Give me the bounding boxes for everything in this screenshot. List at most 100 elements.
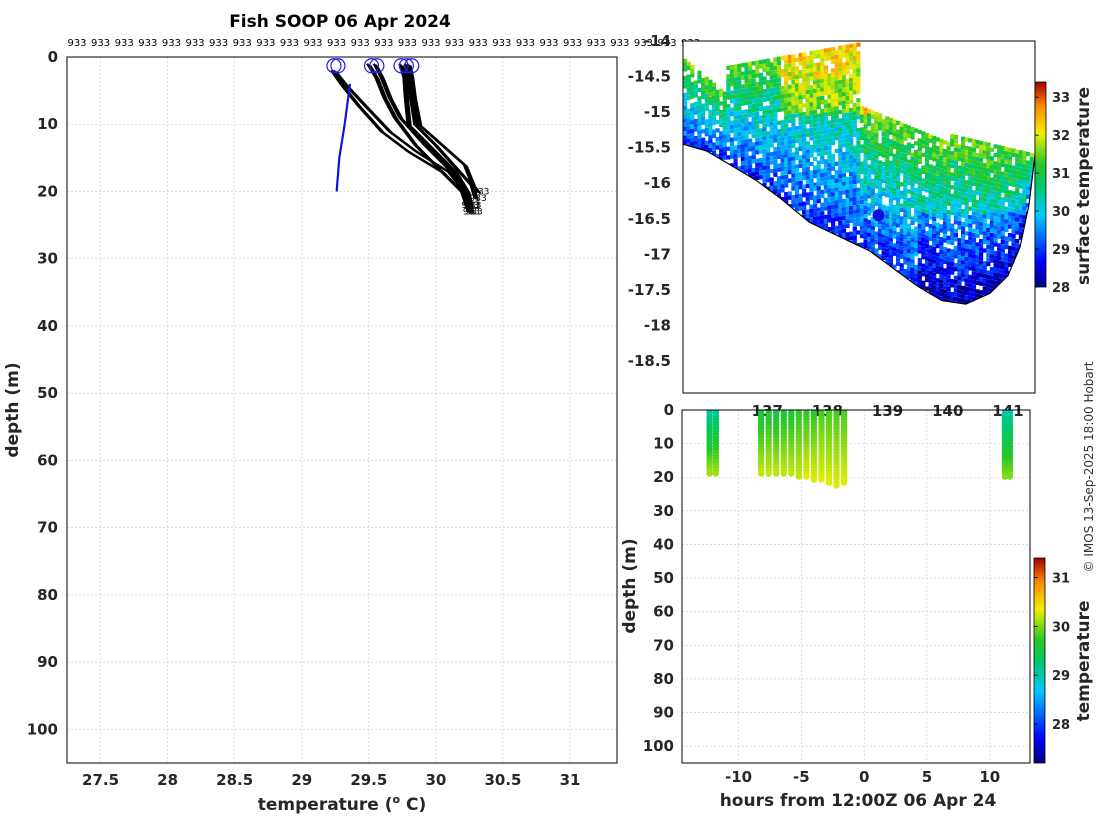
sst-cell bbox=[899, 216, 904, 221]
sst-cell bbox=[997, 200, 1002, 205]
sst-cell bbox=[845, 159, 850, 164]
sst-cell bbox=[964, 286, 969, 291]
sst-cell bbox=[892, 243, 897, 248]
sst-cell bbox=[1018, 184, 1023, 189]
sst-cell bbox=[762, 97, 767, 102]
sst-cell bbox=[784, 149, 789, 154]
sst-cell bbox=[794, 185, 800, 190]
sst-cell bbox=[885, 167, 890, 172]
sst-cell bbox=[859, 144, 865, 149]
sst-cell bbox=[878, 177, 883, 182]
sst-cell bbox=[758, 98, 763, 103]
sst-cell bbox=[910, 272, 915, 277]
sst-cell bbox=[964, 150, 969, 155]
sst-cell bbox=[701, 103, 706, 108]
sst-cell bbox=[888, 126, 893, 131]
profile-y-tick-label: 30 bbox=[37, 250, 58, 268]
sst-cell bbox=[964, 158, 969, 163]
sst-cell bbox=[1000, 163, 1005, 168]
sst-cell bbox=[780, 175, 785, 180]
sst-cell bbox=[776, 137, 782, 142]
sst-cell bbox=[852, 201, 857, 206]
sst-cell bbox=[704, 98, 709, 103]
sst-cell bbox=[794, 164, 800, 169]
sst-cell bbox=[914, 235, 919, 240]
sst-cell bbox=[932, 208, 937, 213]
sst-cell bbox=[755, 150, 760, 155]
sst-cell bbox=[831, 77, 836, 82]
sst-cell bbox=[964, 137, 969, 142]
sst-cell bbox=[986, 227, 991, 233]
sst-cell bbox=[896, 184, 901, 190]
sst-cell bbox=[1026, 173, 1031, 178]
sst-cell bbox=[820, 134, 825, 139]
sst-cell bbox=[968, 138, 973, 143]
sst-cell bbox=[979, 183, 984, 188]
sst-cell bbox=[784, 76, 789, 81]
sst-cell bbox=[1015, 239, 1020, 244]
sst-cell bbox=[928, 147, 933, 152]
sst-cell bbox=[903, 153, 908, 158]
sst-cell bbox=[993, 165, 998, 170]
sst-cell bbox=[903, 260, 908, 265]
profile-top-label: 933 bbox=[162, 38, 181, 49]
sst-cell bbox=[831, 166, 836, 171]
sst-cell bbox=[863, 124, 868, 129]
sst-cell bbox=[841, 96, 847, 101]
sst-cell bbox=[917, 219, 922, 224]
sst-cell bbox=[896, 159, 901, 164]
sst-cell bbox=[975, 259, 980, 264]
sst-cell bbox=[841, 66, 847, 71]
sst-cell bbox=[899, 220, 904, 225]
sst-cell bbox=[766, 88, 771, 93]
sst-cell bbox=[968, 219, 973, 224]
sst-cell bbox=[859, 165, 865, 170]
sst-cell bbox=[939, 143, 944, 148]
sst-cell bbox=[859, 234, 865, 239]
sst-cell bbox=[997, 273, 1002, 278]
sst-cell bbox=[831, 230, 836, 235]
sst-cell bbox=[787, 170, 792, 175]
sst-cell bbox=[903, 145, 908, 150]
sst-cell bbox=[1011, 191, 1016, 196]
sst-cell bbox=[838, 156, 843, 161]
sst-cell bbox=[856, 221, 861, 226]
sst-cell bbox=[733, 162, 738, 167]
sst-cell bbox=[957, 276, 962, 281]
sst-cell bbox=[751, 91, 756, 96]
profile-y-tick-label: 20 bbox=[37, 182, 58, 200]
sst-cell bbox=[852, 179, 857, 184]
sst-cell bbox=[982, 231, 987, 236]
sst-cell bbox=[939, 249, 944, 254]
sst-cell bbox=[971, 169, 976, 174]
sst-cell bbox=[1011, 229, 1016, 234]
sst-cell bbox=[769, 75, 774, 80]
sst-cell bbox=[982, 269, 987, 274]
sst-cell bbox=[711, 95, 717, 100]
sst-cell bbox=[845, 61, 850, 66]
sst-cell bbox=[809, 183, 814, 188]
sst-cell bbox=[946, 240, 951, 245]
sst-cell bbox=[748, 91, 753, 96]
sst-cell bbox=[751, 82, 756, 87]
sst-cell bbox=[932, 280, 937, 286]
sst-cell bbox=[744, 79, 749, 84]
sst-cell bbox=[917, 266, 922, 271]
sst-cell bbox=[690, 116, 695, 121]
sst-cell bbox=[968, 283, 973, 288]
sst-cell bbox=[697, 126, 702, 131]
sst-cell bbox=[935, 158, 940, 163]
sst-cell bbox=[932, 268, 937, 273]
sst-cell bbox=[863, 163, 868, 168]
sst-cell bbox=[859, 229, 865, 234]
sst-cell bbox=[953, 284, 958, 289]
sst-cell bbox=[1015, 183, 1020, 188]
sst-cell bbox=[935, 256, 940, 261]
sst-cell bbox=[867, 185, 872, 190]
sst-cell bbox=[831, 128, 836, 133]
sst-cell bbox=[896, 155, 901, 160]
sst-cell bbox=[834, 127, 839, 132]
sst-cell bbox=[971, 139, 976, 144]
sst-cell bbox=[748, 172, 753, 177]
sst-cell bbox=[874, 176, 879, 181]
